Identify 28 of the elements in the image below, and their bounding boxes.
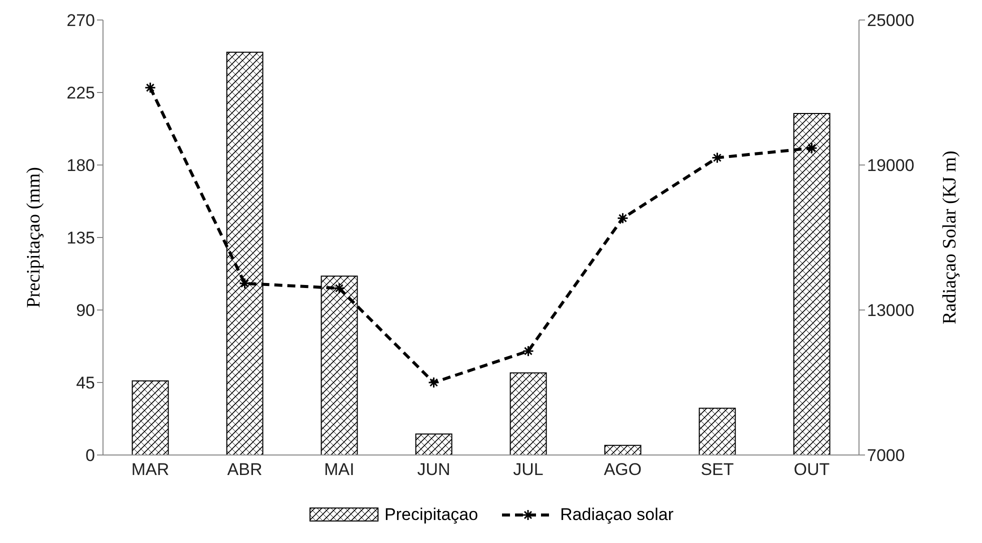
y-tick-label: 90 xyxy=(76,301,95,320)
x-tick-label: SET xyxy=(700,460,734,480)
legend-label: Precipitaçao xyxy=(384,505,478,525)
bar xyxy=(510,372,547,455)
y-axis-title: Precipitaçao (mm) xyxy=(24,167,45,308)
x-tick-label: JUL xyxy=(513,460,544,480)
y2-tick-label: 7000 xyxy=(867,446,905,466)
y-tick-label: 180 xyxy=(66,156,95,176)
y2-axis-title: Radiaçao Solar (KJ m) xyxy=(940,150,961,324)
x-tick-label: AGO xyxy=(604,460,642,480)
bar xyxy=(415,434,452,455)
y2-tick-label: 19000 xyxy=(867,156,914,176)
y2-tick-label: 13000 xyxy=(867,301,914,320)
y-tick-label: 0 xyxy=(86,446,95,466)
x-tick-label: JUN xyxy=(417,460,450,480)
y2-tick-label: 25000 xyxy=(867,11,914,30)
x-tick-label: MAR xyxy=(131,460,170,480)
x-tick-label: OUT xyxy=(794,460,830,480)
y-tick-label: 135 xyxy=(66,228,95,248)
x-tick-label: ABR xyxy=(227,460,262,480)
bar xyxy=(132,380,169,455)
y-tick-label: 270 xyxy=(66,11,95,30)
bar xyxy=(698,408,736,455)
y-tick-label: 45 xyxy=(76,374,95,393)
x-tick-label: MAI xyxy=(324,460,354,480)
y-tick-label: 225 xyxy=(66,84,95,103)
bar xyxy=(604,444,642,455)
legend-label: Radiaçao solar xyxy=(560,505,674,525)
